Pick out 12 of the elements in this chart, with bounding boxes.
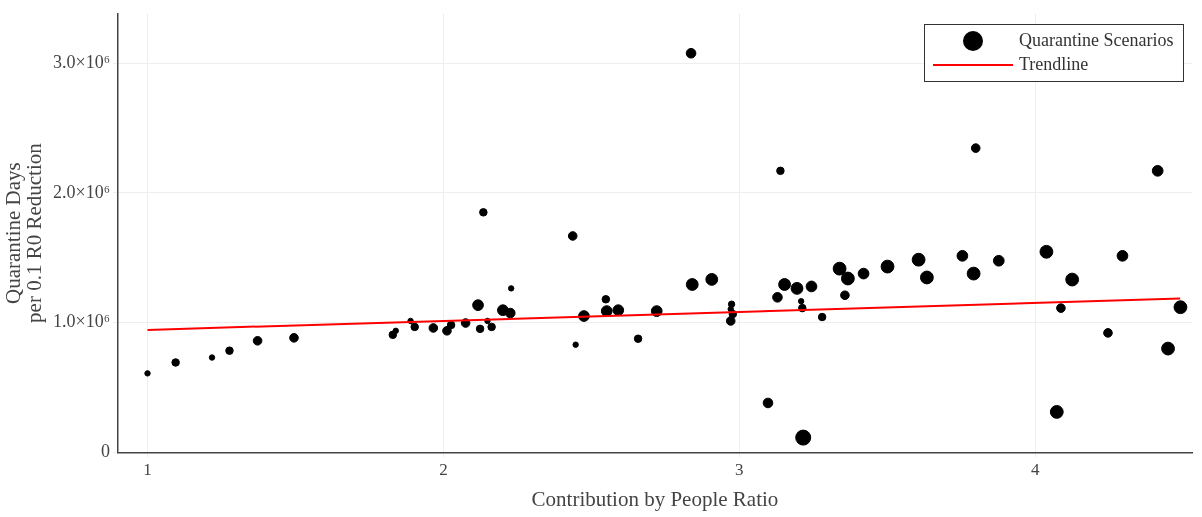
legend-label: Quarantine Scenarios <box>1019 30 1174 52</box>
legend-label: Trendline <box>1019 54 1089 76</box>
x-axis-title: Contribution by People Ratio <box>531 486 779 511</box>
x-tick-label: 3 <box>735 460 744 480</box>
x-tick-label: 2 <box>439 460 448 480</box>
y-axis-title: Quarantine Days per 0.1 R0 Reduction <box>1 142 47 323</box>
x-tick-label: 1 <box>143 460 152 480</box>
x-tick-label: 4 <box>1030 460 1040 480</box>
y-tick-label: 0 <box>100 441 110 462</box>
y-tick-label: 2.0×10⁶ <box>52 181 110 202</box>
y-tick-label: 3.0×10⁶ <box>52 51 110 72</box>
y-tick-label: 1.0×10⁶ <box>52 311 110 332</box>
